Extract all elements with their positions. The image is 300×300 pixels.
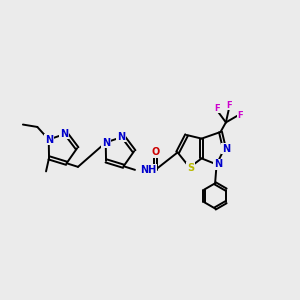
Text: F: F: [215, 103, 220, 112]
Text: O: O: [151, 147, 160, 157]
Text: F: F: [226, 101, 232, 110]
Text: NH: NH: [140, 165, 156, 175]
Text: N: N: [45, 135, 53, 145]
Text: N: N: [60, 129, 68, 139]
Text: N: N: [102, 138, 110, 148]
Text: N: N: [117, 132, 125, 142]
Text: F: F: [238, 111, 243, 120]
Text: S: S: [187, 163, 194, 173]
Text: N: N: [214, 159, 222, 170]
Text: N: N: [222, 143, 230, 154]
